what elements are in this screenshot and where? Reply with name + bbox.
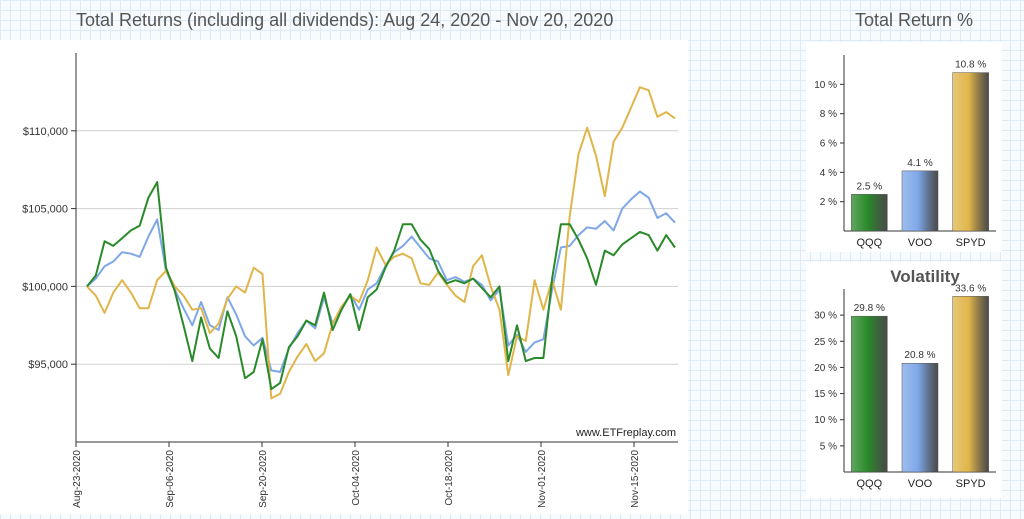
- line-chart: $95,000 $100,000 $105,000 $110,000 Aug-23-20…: [22, 53, 678, 508]
- bar-spyd: [952, 296, 989, 473]
- series-line-spyd: [86, 86, 676, 400]
- bar-value-label: 4.1 %: [907, 158, 933, 169]
- bar-voo: [901, 170, 939, 232]
- bar-value-label: 33.6 %: [955, 283, 986, 294]
- volatility-bar-chart: Volatility 5 % 10 % 15 % 20 % 25 % 30 % 29.8 % Q…: [814, 267, 996, 490]
- volatility-chart-panel: Volatility 5 % 10 % 15 % 20 % 25 % 30 % 29.8 % Q…: [806, 262, 1002, 498]
- y-tick-label: 15 %: [814, 389, 837, 400]
- return-chart-panel: 2 % 4 % 6 % 8 % 10 % 2.5 % QQQ 4.1 % VOO 10.8 % SP…: [806, 42, 1002, 252]
- bar-qqq: [851, 315, 888, 473]
- y-tick-label: $105,000: [22, 204, 68, 216]
- bar-voo: [901, 362, 939, 473]
- x-category-label: SPYD: [956, 478, 986, 490]
- x-tick-label: Oct-18-2020: [444, 450, 455, 506]
- y-tick-label: $100,000: [22, 281, 68, 293]
- y-tick-label: 4 %: [820, 168, 837, 179]
- bar-value-label: 20.8 %: [904, 350, 935, 361]
- y-tick-label: 20 %: [814, 363, 837, 374]
- x-tick-label: Oct-04-2020: [351, 450, 362, 506]
- y-tick-label: 5 %: [820, 441, 837, 452]
- y-tick-label: $95,000: [28, 359, 68, 371]
- x-tick-label: Aug-23-2020: [72, 450, 83, 508]
- y-tick-label: $110,000: [23, 126, 68, 138]
- y-tick-label: 8 %: [820, 109, 837, 120]
- x-tick-label: Sep-20-2020: [258, 450, 269, 508]
- y-tick-label: 2 %: [820, 197, 837, 208]
- x-tick-label: Sep-06-2020: [165, 450, 176, 508]
- return-bar-chart: 2 % 4 % 6 % 8 % 10 % 2.5 % QQQ 4.1 % VOO 10.8 % SP…: [814, 55, 996, 249]
- x-tick-label: Nov-01-2020: [537, 450, 548, 508]
- bar-value-label: 10.8 %: [955, 60, 986, 71]
- x-category-label: SPYD: [956, 237, 986, 249]
- main-chart-panel: $95,000 $100,000 $105,000 $110,000 Aug-23-20…: [0, 40, 688, 514]
- return-chart-title: Total Return %: [855, 10, 974, 30]
- bar-qqq: [851, 194, 888, 232]
- series-line-voo: [86, 190, 676, 373]
- x-category-label: VOO: [908, 237, 933, 249]
- x-tick-label: Nov-15-2020: [630, 450, 641, 508]
- x-category-label: VOO: [908, 478, 933, 490]
- main-chart-title: Total Returns (including all dividends):…: [76, 10, 614, 30]
- watermark: www.ETFreplay.com: [575, 427, 676, 439]
- series-line-qqq: [86, 181, 676, 391]
- x-category-label: QQQ: [856, 478, 882, 490]
- y-tick-label: 25 %: [814, 337, 837, 348]
- x-category-label: QQQ: [856, 237, 882, 249]
- volatility-title: Volatility: [890, 267, 960, 286]
- y-tick-label: 10 %: [814, 415, 837, 426]
- y-tick-label: 10 %: [814, 80, 837, 91]
- y-tick-label: 30 %: [814, 311, 837, 322]
- bar-value-label: 2.5 %: [857, 181, 883, 192]
- bar-spyd: [952, 72, 989, 232]
- y-tick-label: 6 %: [820, 139, 837, 150]
- bar-value-label: 29.8 %: [854, 303, 885, 314]
